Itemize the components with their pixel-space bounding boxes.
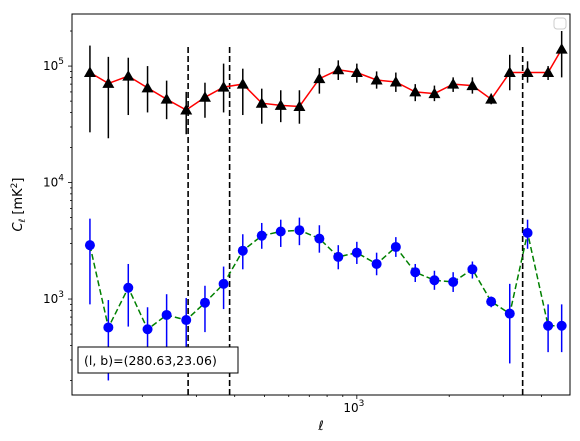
y-tick-exp: 3 (58, 290, 64, 300)
series-1-point (333, 251, 344, 262)
series-0-point (217, 81, 230, 92)
series-0-point (447, 78, 460, 89)
series-0-point (370, 73, 383, 85)
series-1-point (351, 247, 362, 258)
series-1-point (294, 225, 305, 236)
y-tick-base: 10 (43, 292, 58, 306)
series-0-point (122, 70, 135, 81)
series-1-point (275, 226, 286, 237)
plot-frame (71, 13, 571, 396)
series-1-point (218, 278, 229, 289)
series-1-point (371, 258, 382, 269)
series-1-point (84, 240, 95, 251)
y-tick-exp: 5 (58, 57, 64, 67)
series-0-point (313, 72, 326, 84)
series-0-point (542, 66, 555, 78)
series-0-point (141, 81, 154, 93)
series-0-point (332, 63, 345, 75)
series-0-point (350, 66, 363, 78)
y-axis-label-unit-close: ] (11, 177, 26, 182)
y-axis-label-base: C (11, 222, 26, 232)
series-0-point (521, 66, 534, 78)
y-axis-label: Cℓ [mK2] (10, 177, 28, 231)
series-1-point (486, 296, 497, 307)
x-tick-base: 10 (343, 401, 358, 415)
series-0-point (389, 76, 402, 87)
series-0-point (236, 78, 249, 89)
series-1 (84, 217, 567, 381)
series-0-point (160, 93, 173, 104)
series-1-point (522, 227, 533, 238)
series-1-point (429, 275, 440, 286)
series-1-point (237, 245, 248, 256)
series-0-point (466, 79, 479, 91)
y-axis-label-sub: ℓ (18, 219, 28, 224)
series-1-point (448, 277, 459, 288)
series-0-point (180, 103, 193, 115)
series-0-point (255, 97, 268, 108)
series-0-point (555, 43, 568, 54)
y-tick-base: 10 (43, 176, 58, 190)
x-axis-label: ℓ (317, 419, 323, 434)
series-1-point (467, 264, 478, 275)
series-1-point (410, 267, 421, 278)
series-0-point (485, 93, 498, 104)
series-1-point (199, 297, 210, 308)
series-0 (83, 31, 568, 139)
series-0-point (83, 66, 96, 78)
y-tick-exp: 4 (58, 174, 64, 184)
series-1-point (181, 315, 192, 326)
series-0-point (198, 91, 211, 102)
vertical-lines (187, 47, 524, 395)
series-1-point (543, 320, 554, 331)
annotation-text: (l, b)=(280.63,23.06) (84, 353, 217, 368)
legend (553, 17, 567, 30)
legend-box (553, 17, 567, 30)
x-axis: 103 (141, 395, 542, 415)
series-1-point (314, 233, 325, 244)
series-0-point (274, 99, 287, 110)
series-0-point (428, 87, 441, 99)
series-layer (83, 31, 568, 381)
y-axis-label-unit: [mK (11, 188, 26, 215)
series-1-point (103, 322, 114, 333)
series-0-point (102, 77, 115, 88)
y-axis-label-unit-sup: 2 (10, 183, 20, 189)
series-1-point (123, 282, 134, 293)
y-tick-label-1: 104 (43, 174, 64, 190)
annotation: (l, b)=(280.63,23.06) (77, 346, 239, 374)
y-tick-label-2: 105 (43, 57, 64, 73)
x-tick-exp: 3 (359, 399, 365, 409)
series-1-point (142, 324, 153, 335)
series-1-point (390, 241, 401, 252)
series-0-point (293, 100, 306, 111)
plot-area (71, 13, 571, 396)
series-1-point (161, 309, 172, 320)
y-tick-base: 10 (43, 59, 58, 73)
series-1-point (556, 320, 567, 331)
series-0-point (409, 85, 422, 97)
x-tick-label-0: 103 (343, 399, 364, 415)
annotation-box (77, 346, 239, 374)
series-1-point (256, 230, 267, 241)
series-0-point (503, 66, 516, 78)
series-1-point (504, 308, 515, 319)
y-tick-label-0: 103 (43, 290, 64, 306)
